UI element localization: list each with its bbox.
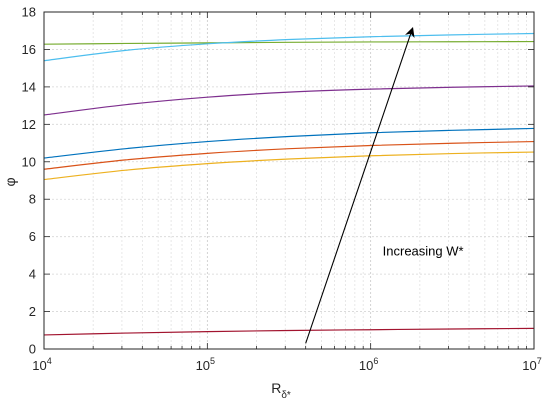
x-tick-label-base: 10 [522,358,536,373]
x-tick-label-exponent: 6 [373,356,378,366]
y-tick-label: 0 [29,342,36,357]
y-tick-label: 4 [29,267,36,282]
y-tick-label: 16 [22,42,36,57]
annotation-arrow [305,26,415,344]
x-tick-label-exponent: 5 [210,356,215,366]
series-line-7 [43,32,535,62]
ticks [43,11,535,350]
y-axis-label: φ [2,177,18,186]
x-tick-labels: 104 105 106 107 [32,356,541,373]
series-line-3 [43,140,535,170]
series-line-2 [43,151,535,181]
x-axis-label-sub: δ* [281,390,291,401]
y-tick-label: 12 [22,117,36,132]
y-tick-label: 10 [22,154,36,169]
x-tick-label-base: 10 [32,358,46,373]
x-tick-label: 106 [359,356,378,373]
y-tick-labels: 0 2 4 6 8 10 12 14 16 18 [22,5,36,357]
x-tick-label-exponent: 7 [537,356,542,366]
x-tick-label: 107 [522,356,541,373]
x-tick-label: 104 [32,356,51,373]
plot-frame [43,11,535,350]
series-line-5 [43,85,535,116]
x-tick-label-base: 10 [359,358,373,373]
x-tick-label-base: 10 [196,358,210,373]
y-tick-label: 6 [29,229,36,244]
x-tick-label: 105 [196,356,215,373]
series-line-4 [43,127,535,159]
series-line-1 [43,327,535,336]
series-line-6 [43,40,535,45]
y-tick-label: 2 [29,304,36,319]
x-axis-label-main: R [271,380,281,396]
x-tick-label-exponent: 4 [47,356,52,366]
y-tick-label: 18 [22,5,36,20]
y-tick-label: 14 [22,79,36,94]
annotation-text: Increasing W* [383,243,464,258]
series-group [43,32,535,336]
x-axis-label: Rδ* [271,380,291,401]
plot-background [44,12,534,349]
y-tick-label: 8 [29,192,36,207]
